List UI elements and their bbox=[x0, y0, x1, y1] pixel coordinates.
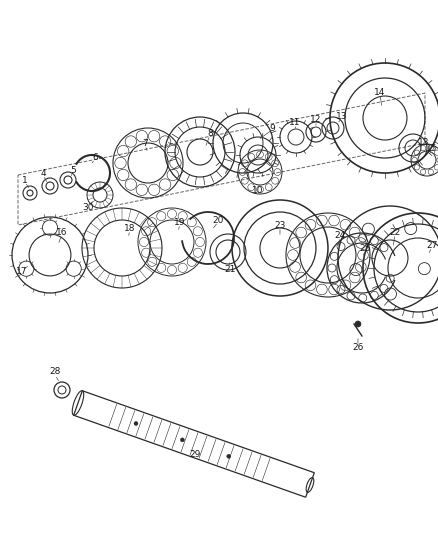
Text: 30: 30 bbox=[82, 203, 94, 212]
Text: 6: 6 bbox=[92, 152, 98, 161]
Text: 24: 24 bbox=[334, 230, 346, 239]
Text: 22: 22 bbox=[389, 228, 401, 237]
Text: 1: 1 bbox=[22, 175, 28, 184]
Text: 28: 28 bbox=[49, 367, 61, 376]
Text: 15: 15 bbox=[426, 143, 438, 152]
Text: 10: 10 bbox=[252, 185, 264, 195]
Text: 18: 18 bbox=[124, 223, 136, 232]
Text: 7: 7 bbox=[142, 139, 148, 148]
Text: 13: 13 bbox=[336, 111, 348, 120]
Text: 9: 9 bbox=[269, 124, 275, 133]
Text: 21: 21 bbox=[224, 265, 236, 274]
Text: 12: 12 bbox=[310, 115, 321, 124]
Text: 13: 13 bbox=[418, 138, 430, 147]
Text: 27: 27 bbox=[426, 240, 438, 249]
Text: 11: 11 bbox=[289, 117, 301, 126]
Text: 8: 8 bbox=[207, 128, 213, 138]
Circle shape bbox=[355, 321, 361, 327]
Circle shape bbox=[180, 438, 184, 442]
Text: 19: 19 bbox=[174, 217, 186, 227]
Circle shape bbox=[227, 454, 231, 458]
Text: 4: 4 bbox=[40, 168, 46, 177]
Text: 29: 29 bbox=[189, 450, 201, 459]
Text: 16: 16 bbox=[56, 228, 68, 237]
Text: 20: 20 bbox=[212, 215, 224, 224]
Text: 26: 26 bbox=[352, 343, 364, 352]
Text: 5: 5 bbox=[70, 166, 76, 174]
Text: 14: 14 bbox=[374, 87, 385, 96]
Text: 23: 23 bbox=[274, 221, 286, 230]
Circle shape bbox=[134, 422, 138, 425]
Text: 17: 17 bbox=[16, 268, 28, 277]
Text: 25: 25 bbox=[359, 244, 371, 253]
